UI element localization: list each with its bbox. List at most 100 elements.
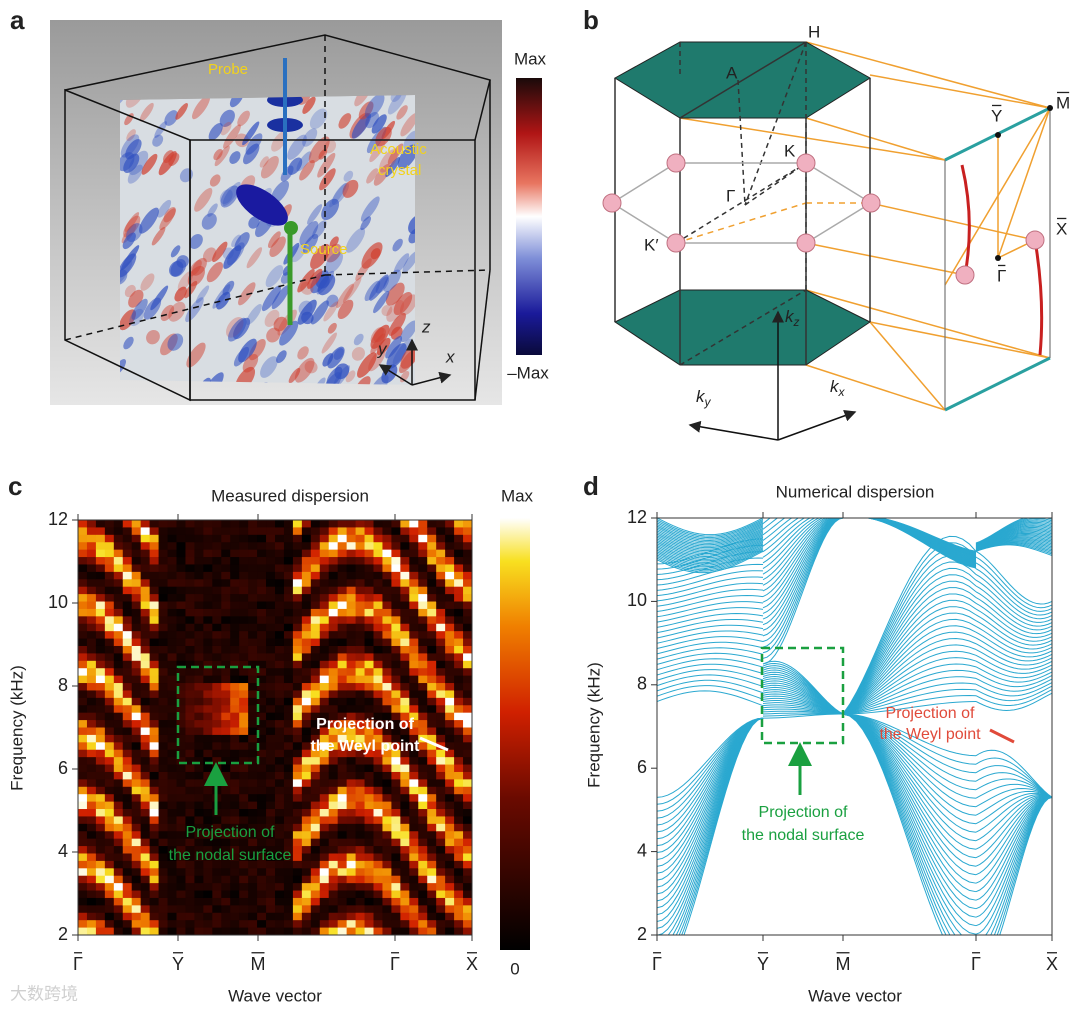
- heatmap-cell: [463, 831, 472, 840]
- heatmap-cell: [212, 520, 222, 528]
- heatmap-cell: [194, 831, 204, 840]
- band-line: [762, 518, 844, 631]
- heatmap-cell: [418, 527, 428, 536]
- heatmap-cell: [78, 809, 88, 817]
- band-line: [842, 542, 977, 715]
- heatmap-cell: [230, 771, 240, 780]
- heatmap-cell: [158, 542, 169, 551]
- heatmap-cell: [373, 757, 383, 766]
- heatmap-cell: [319, 720, 330, 728]
- field-blob: [140, 273, 155, 291]
- heatmap-cell: [176, 905, 186, 914]
- heatmap-cell: [266, 757, 276, 766]
- heatmap-cell: [257, 809, 267, 817]
- heatmap-cell: [203, 534, 213, 543]
- heatmap-cell: [149, 623, 160, 632]
- heatmap-cell: [355, 683, 366, 691]
- heatmap-cell: [104, 520, 115, 528]
- heatmap-cell: [266, 927, 276, 935]
- heatmap-cell: [122, 520, 133, 528]
- heatmap-cell: [122, 675, 133, 684]
- heatmap-cell: [239, 927, 249, 935]
- heatmap-cell: [266, 690, 276, 699]
- heatmap-cell: [203, 638, 213, 647]
- band-line: [657, 663, 764, 676]
- heatmap-cell: [373, 645, 383, 654]
- heatmap-cell: [78, 571, 88, 580]
- field-blob: [302, 96, 316, 114]
- heatmap-cell: [301, 542, 312, 551]
- heatmap-cell: [78, 594, 88, 603]
- heatmap-cell: [310, 846, 321, 854]
- field-blob: [317, 152, 336, 178]
- field-blob: [126, 129, 136, 142]
- band-line: [975, 654, 1052, 674]
- heatmap-cell: [131, 675, 142, 684]
- heatmap-cell: [266, 549, 276, 558]
- heatmap-cell: [427, 705, 437, 714]
- heatmap-cell: [391, 645, 401, 654]
- heatmap-cell: [149, 653, 160, 662]
- heatmap-cell: [176, 594, 186, 603]
- heatmap-cell: [310, 557, 321, 565]
- heatmap-cell: [275, 742, 285, 751]
- heatmap-cell: [364, 860, 374, 869]
- heatmap-cell: [364, 675, 374, 684]
- heatmap-cell: [239, 838, 249, 847]
- band-line: [975, 568, 1052, 616]
- field-blob: [123, 153, 140, 173]
- heatmap-cell: [436, 860, 446, 869]
- heatmap-cell: [445, 594, 455, 603]
- heatmap-cell: [131, 571, 142, 580]
- axis-z: z: [421, 317, 431, 336]
- heatmap-cell: [113, 705, 124, 714]
- heatmap-cell: [328, 542, 339, 551]
- heatmap-cell: [463, 927, 472, 935]
- field-blob: [385, 157, 401, 178]
- heatmap-cell: [328, 771, 339, 780]
- heatmap-cell: [418, 764, 428, 773]
- heatmap-cell: [167, 601, 177, 610]
- heatmap-cell: [346, 586, 357, 595]
- heatmap-cell: [400, 771, 410, 780]
- heatmap-cell: [203, 601, 213, 610]
- heatmap-cell: [78, 912, 88, 921]
- heatmap-cell: [364, 608, 374, 617]
- heatmap-cell: [400, 697, 410, 706]
- heatmap-cell: [391, 801, 401, 810]
- heatmap-cell: [391, 616, 401, 625]
- heatmap-cell: [275, 786, 285, 795]
- heatmap-cell: [346, 645, 357, 654]
- heatmap-cell: [239, 860, 249, 869]
- band-line: [842, 676, 977, 715]
- heatmap-cell: [391, 623, 401, 632]
- heatmap-cell: [454, 549, 464, 558]
- heatmap-cell: [266, 734, 276, 743]
- heatmap-cell: [176, 653, 186, 662]
- heatmap-cell: [382, 860, 392, 869]
- heatmap-cell: [463, 786, 472, 795]
- heatmap-cell: [266, 720, 276, 728]
- heatmap-cell: [346, 623, 357, 632]
- heatmap-cell: [445, 868, 455, 877]
- heatmap-cell: [78, 749, 88, 758]
- heatmap-cell: [463, 675, 472, 684]
- heatmap-cell: [203, 623, 213, 632]
- heatmap-cell: [427, 571, 437, 580]
- heatmap-cell: [301, 890, 312, 899]
- heatmap-cell: [400, 860, 410, 869]
- heatmap-cell: [212, 608, 222, 617]
- heatmap-cell: [131, 616, 142, 625]
- heatmap-cell: [427, 890, 437, 899]
- heatmap-cell: [104, 868, 115, 877]
- heatmap-cell: [301, 594, 312, 603]
- heatmap-cell: [436, 757, 446, 766]
- field-blob: [223, 245, 242, 269]
- heatmap-cell: [140, 586, 151, 595]
- heatmap-cell: [131, 594, 142, 603]
- heatmap-cell: [436, 749, 446, 758]
- heatmap-cell: [463, 631, 472, 640]
- heatmap-cell: [221, 601, 231, 610]
- heatmap-cell: [382, 727, 392, 736]
- heatmap-cell: [194, 645, 204, 654]
